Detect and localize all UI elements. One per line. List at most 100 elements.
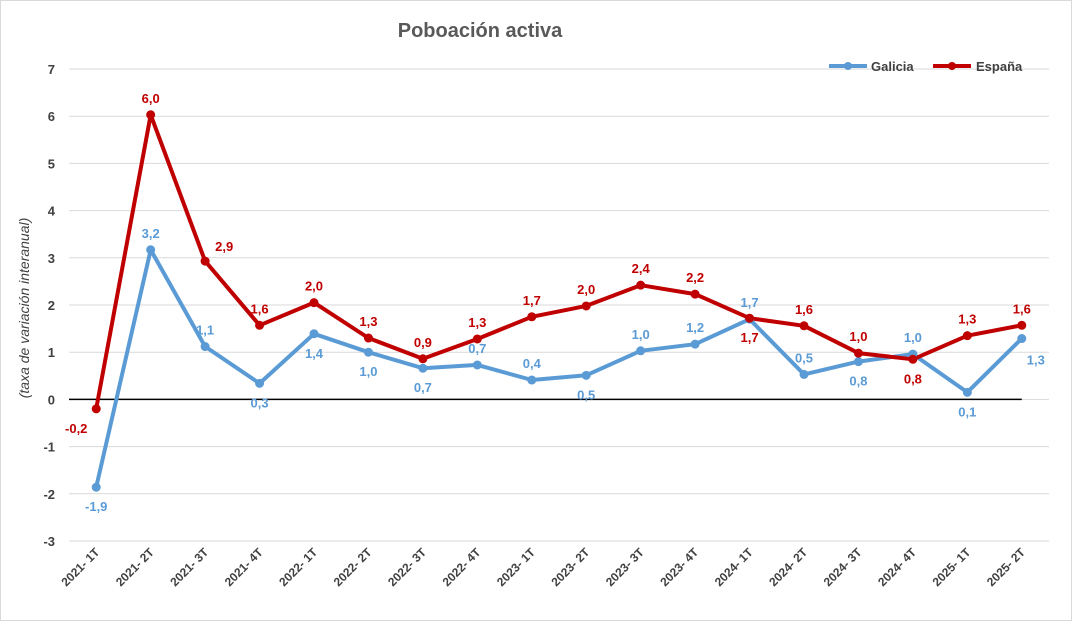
legend-label-espana: España	[976, 59, 1023, 74]
data-point-galicia	[418, 363, 428, 373]
data-label-espana: 2,0	[577, 282, 595, 297]
data-label-galicia: 1,4	[305, 346, 324, 361]
y-tick-label: -2	[43, 487, 55, 502]
series-line-galicia	[94, 247, 1024, 488]
y-tick-label: -1	[43, 440, 55, 455]
data-label-espana: 1,3	[359, 314, 377, 329]
x-tick-label: 2024- 4T	[875, 545, 919, 589]
data-label-espana: 1,6	[795, 302, 813, 317]
x-tick-label: 2024- 1T	[712, 545, 756, 589]
legend-dot-galicia	[844, 62, 852, 70]
data-label-espana: 0,8	[904, 371, 922, 386]
data-point-espana	[527, 312, 537, 322]
data-label-galicia: 0,7	[468, 341, 486, 356]
data-label-espana: 2,9	[215, 239, 233, 254]
y-tick-label: 3	[48, 251, 55, 266]
x-tick-label: 2023- 4T	[657, 545, 701, 589]
data-label-espana: 0,9	[414, 335, 432, 350]
data-label-espana: 2,4	[632, 261, 651, 276]
legend-dot-espana	[948, 62, 956, 70]
x-tick-label: 2023- 1T	[494, 545, 538, 589]
data-point-espana	[91, 404, 101, 414]
x-tick-label: 2021- 2T	[113, 545, 157, 589]
data-point-galicia	[309, 329, 319, 339]
legend-label-galicia: Galicia	[871, 59, 914, 74]
data-point-galicia	[91, 482, 101, 492]
x-tick-label: 2023- 2T	[548, 545, 592, 589]
data-label-espana: 1,3	[958, 312, 976, 327]
x-tick-label: 2022- 4T	[440, 545, 484, 589]
data-label-galicia: 1,0	[359, 364, 377, 379]
x-tick-label: 2022- 2T	[331, 545, 375, 589]
data-point-galicia	[472, 360, 482, 370]
x-tick-label: 2024- 3T	[821, 545, 865, 589]
data-point-galicia	[527, 375, 537, 385]
x-tick-label: 2021- 4T	[222, 545, 266, 589]
data-label-galicia: -1,9	[85, 499, 107, 514]
data-label-espana: 1,6	[1013, 301, 1031, 316]
data-point-espana	[255, 320, 265, 330]
data-point-espana	[363, 333, 373, 343]
data-point-galicia	[146, 245, 156, 255]
x-tick-label: 2021- 3T	[167, 545, 211, 589]
data-point-espana	[908, 354, 918, 364]
data-label-espana: 1,6	[251, 301, 269, 316]
y-tick-label: 1	[48, 345, 55, 360]
data-point-espana	[636, 280, 646, 290]
y-tick-label: 6	[48, 109, 55, 124]
data-label-espana: 1,0	[849, 329, 867, 344]
data-point-galicia	[363, 347, 373, 357]
data-point-galicia	[853, 357, 863, 367]
data-label-galicia: 3,2	[142, 226, 160, 241]
y-tick-label: 7	[48, 62, 55, 77]
data-point-galicia	[1017, 334, 1027, 344]
y-tick-label: -3	[43, 534, 55, 549]
data-label-espana: 1,3	[468, 315, 486, 330]
legend: Galicia España	[829, 59, 1023, 74]
data-point-galicia	[255, 378, 265, 388]
data-point-espana	[309, 298, 319, 308]
y-tick-label: 5	[48, 156, 55, 171]
data-point-espana	[962, 331, 972, 341]
data-label-galicia: 1,2	[686, 320, 704, 335]
x-tick-label: 2022- 3T	[385, 545, 429, 589]
data-label-galicia: 0,1	[958, 404, 976, 419]
y-axis-label: (taxa de variación interanual)	[16, 218, 32, 399]
data-point-espana	[853, 348, 863, 358]
data-label-galicia: 0,4	[523, 356, 542, 371]
data-label-galicia: 0,5	[795, 350, 813, 365]
y-tick-label: 0	[48, 392, 55, 407]
data-label-galicia: 1,7	[741, 295, 759, 310]
data-label-galicia: 0,8	[849, 374, 867, 389]
data-label-espana: -0,2	[65, 421, 87, 436]
data-label-galicia: 1,1	[196, 323, 214, 338]
data-point-espana	[200, 256, 210, 266]
data-point-espana	[418, 354, 428, 364]
data-point-galicia	[799, 369, 809, 379]
data-label-espana: 2,2	[686, 270, 704, 285]
data-point-galicia	[690, 339, 700, 349]
data-label-galicia: 1,3	[1027, 353, 1045, 368]
x-tick-label: 2023- 3T	[603, 545, 647, 589]
data-point-espana	[146, 110, 156, 120]
x-tick-label: 2024- 2T	[766, 545, 810, 589]
data-label-espana: 1,7	[741, 330, 759, 345]
data-point-espana	[690, 289, 700, 299]
x-tick-label: 2025- 2T	[984, 545, 1028, 589]
data-point-galicia	[636, 346, 646, 356]
data-point-espana	[581, 301, 591, 311]
data-point-galicia	[200, 342, 210, 352]
series-line-espana	[94, 112, 1023, 410]
data-label-espana: 2,0	[305, 279, 323, 294]
x-tick-label: 2021- 1T	[58, 545, 102, 589]
data-label-espana: 6,0	[142, 91, 160, 106]
y-tick-label: 4	[48, 204, 56, 219]
data-label-espana: 1,7	[523, 293, 541, 308]
y-tick-label: 2	[48, 298, 55, 313]
data-point-espana	[745, 313, 755, 323]
data-point-espana	[472, 334, 482, 344]
x-tick-label: 2022- 1T	[276, 545, 320, 589]
data-point-espana	[799, 321, 809, 331]
